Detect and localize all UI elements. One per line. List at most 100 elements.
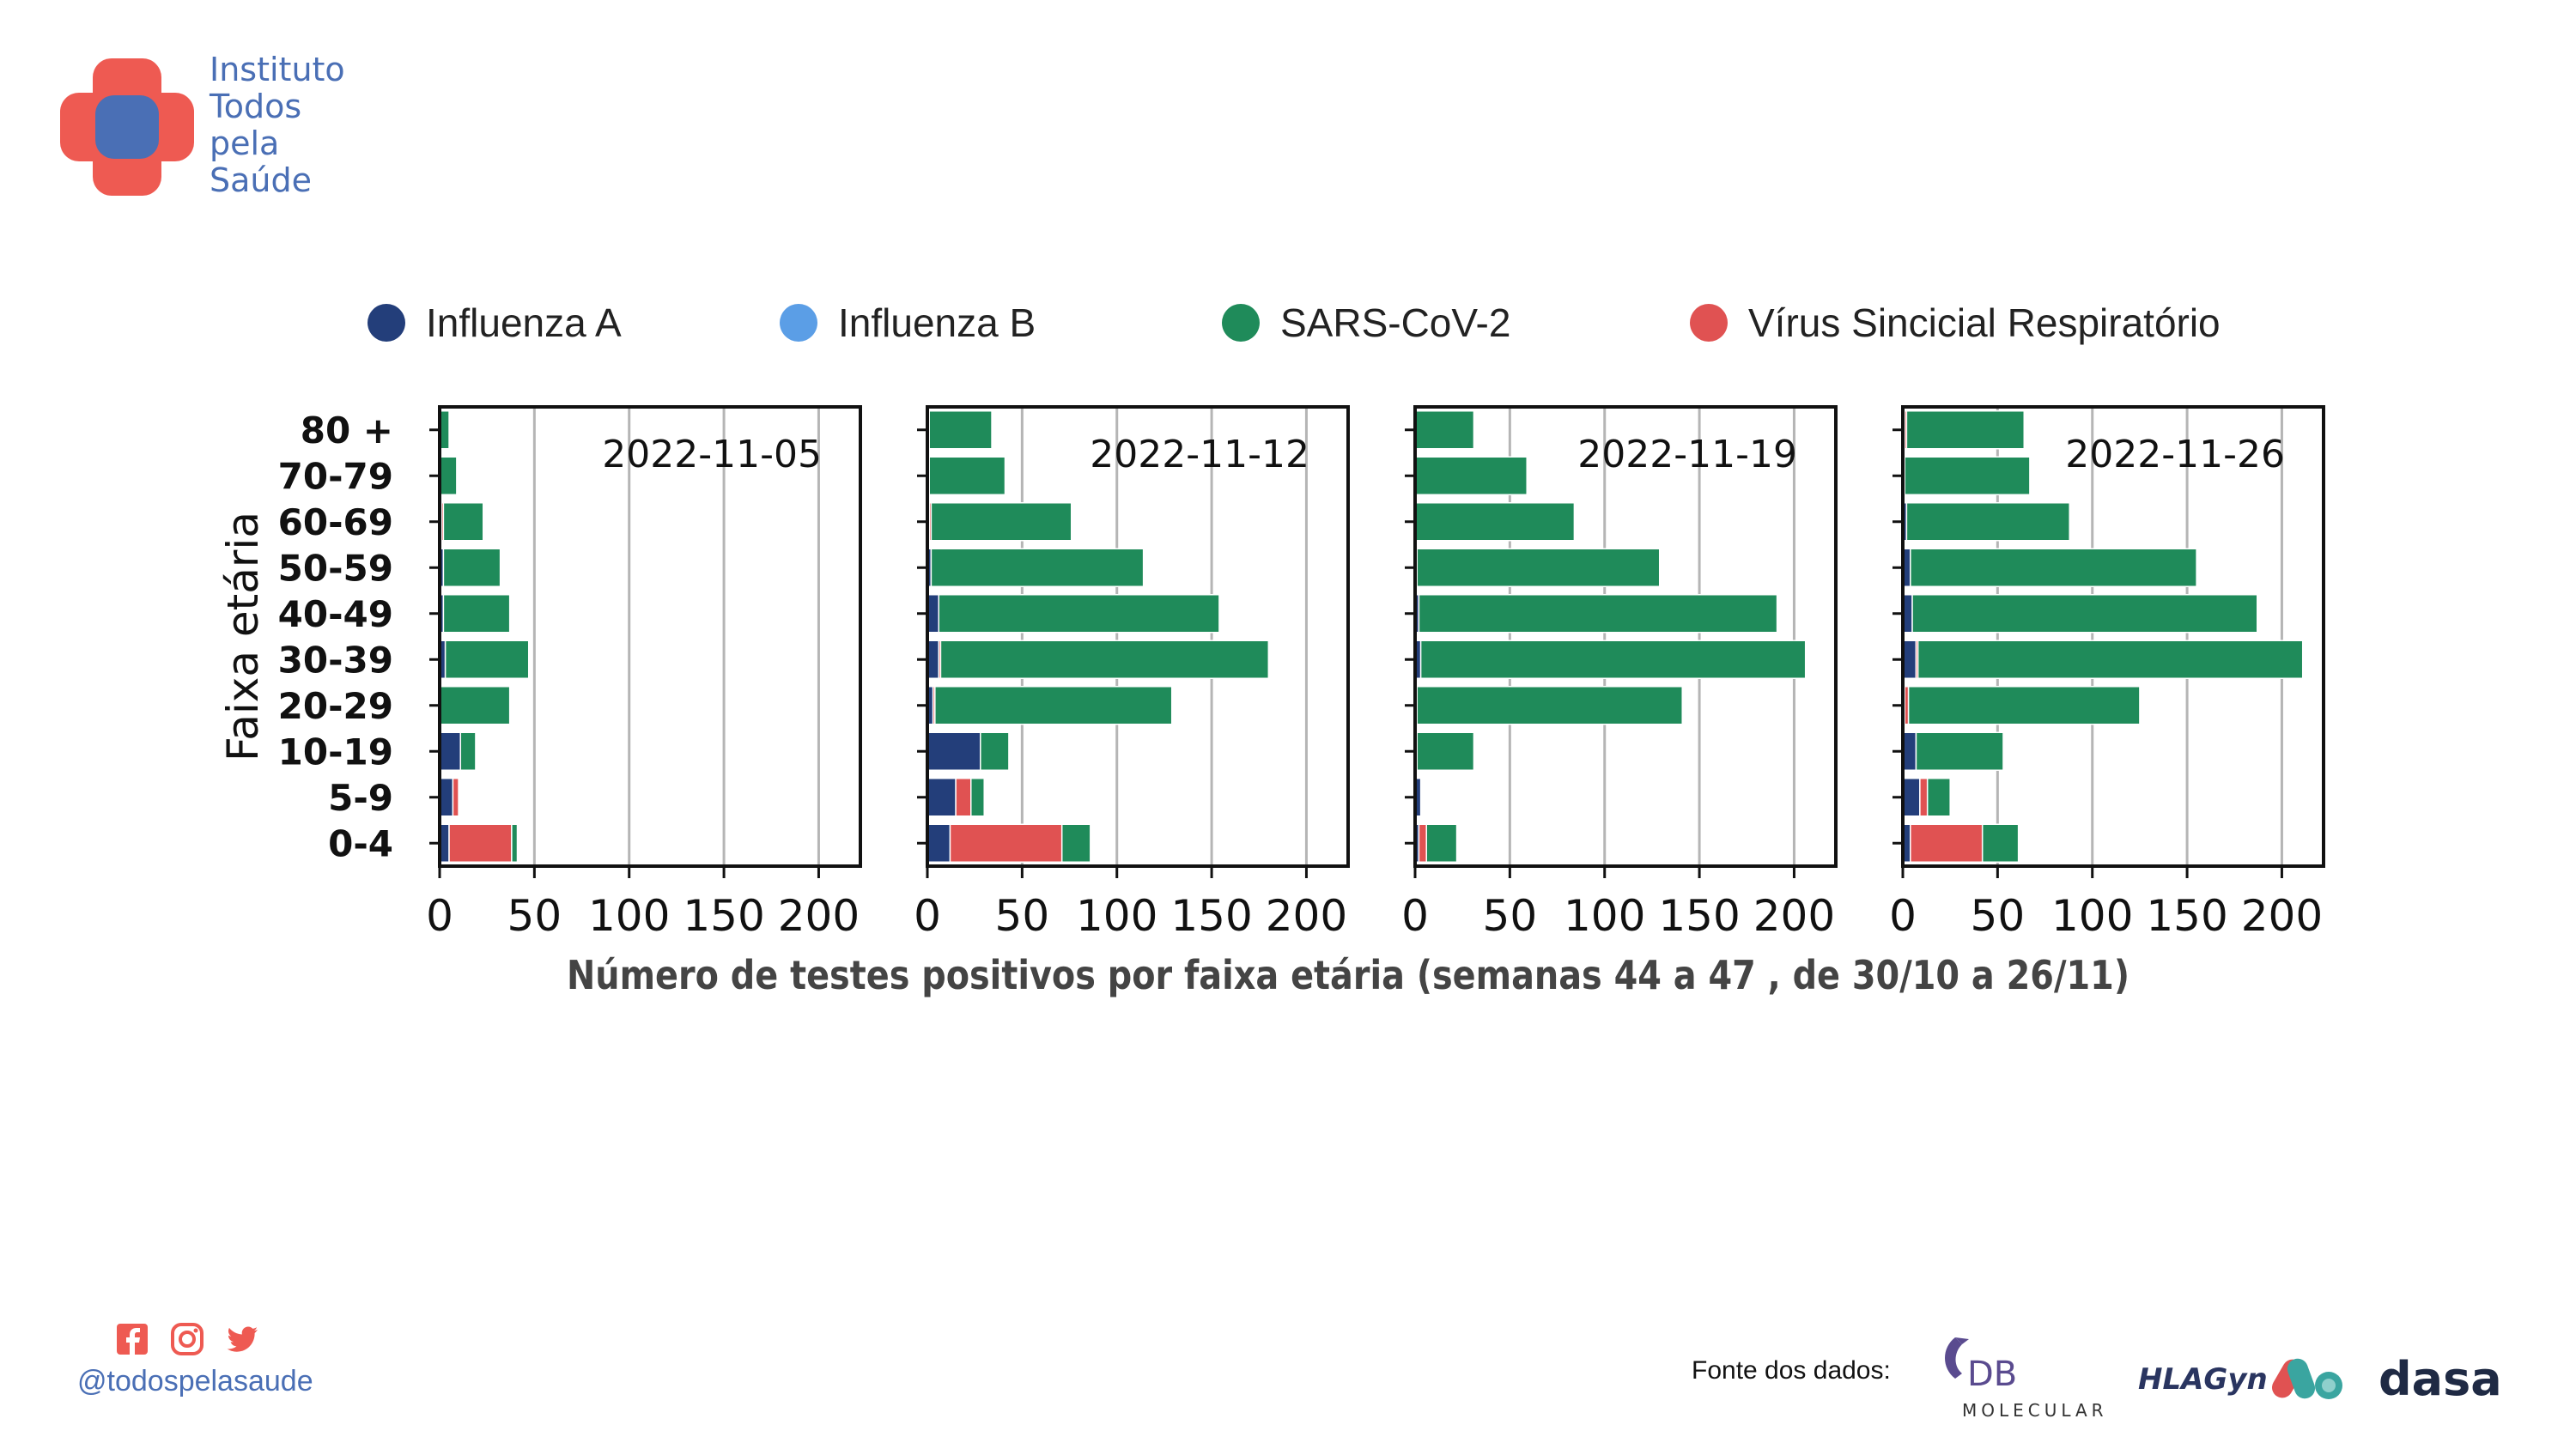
bar-segment bbox=[1910, 823, 1984, 863]
bar-segment bbox=[1060, 823, 1091, 863]
x-tick-label: 100 bbox=[588, 891, 670, 941]
bar-segment bbox=[934, 686, 1173, 725]
bar-segment bbox=[442, 502, 484, 542]
bar-segment bbox=[1911, 594, 2258, 634]
db-molecular-logo: DB MOLECULAR bbox=[1945, 1337, 2104, 1421]
bar-segment bbox=[1416, 548, 1661, 587]
logo-line: Instituto bbox=[210, 51, 345, 88]
legend-label: Vírus Sincicial Respiratório bbox=[1748, 300, 2221, 345]
legend-label: Influenza A bbox=[426, 300, 622, 345]
bar-segment bbox=[928, 456, 1006, 495]
x-tick-label: 200 bbox=[1753, 891, 1835, 941]
legend-marker bbox=[780, 304, 817, 342]
legend-label: SARS-CoV-2 bbox=[1280, 300, 1510, 345]
legend-marker bbox=[1222, 304, 1260, 342]
bar-segment bbox=[930, 548, 1145, 587]
bar-segment bbox=[927, 823, 951, 863]
x-tick-label: 150 bbox=[2146, 891, 2227, 941]
y-tick-label: 30-39 bbox=[278, 639, 393, 681]
bar-segment bbox=[444, 640, 530, 679]
bar-segment bbox=[439, 778, 454, 817]
bar-segment bbox=[452, 778, 459, 817]
bar-segment bbox=[1425, 823, 1458, 863]
bar-segment bbox=[1905, 502, 2070, 542]
bar-segment bbox=[1910, 548, 2197, 587]
bar-segment bbox=[1419, 640, 1807, 679]
y-tick-label: 10-19 bbox=[278, 731, 393, 773]
panel-frame bbox=[1413, 405, 1838, 868]
x-axis-label: Número de testes positivos por faixa etá… bbox=[567, 952, 2129, 998]
panel-frame bbox=[926, 405, 1350, 868]
logo-line: Todos bbox=[210, 88, 302, 125]
instagram-icon[interactable] bbox=[170, 1322, 204, 1356]
bar-segment bbox=[1904, 456, 2031, 495]
instituto-logo-text: Instituto Todos pela Saúde bbox=[210, 52, 345, 199]
bar-segment bbox=[1915, 731, 2004, 771]
panel-date-title: 2022-11-12 bbox=[1090, 433, 1309, 476]
x-tick-label: 150 bbox=[1170, 891, 1252, 941]
x-tick-label: 200 bbox=[2241, 891, 2323, 941]
bar-segment bbox=[442, 594, 511, 634]
bar-segment bbox=[970, 778, 985, 817]
y-tick-label: 40-49 bbox=[278, 593, 393, 635]
bar-segment bbox=[930, 502, 1072, 542]
x-tick-label: 150 bbox=[1658, 891, 1740, 941]
hlagyn-logo: HLAGyn bbox=[2138, 1358, 2342, 1399]
y-tick-label: 70-79 bbox=[278, 455, 393, 497]
x-tick-label: 150 bbox=[683, 891, 764, 941]
x-tick-label: 200 bbox=[778, 891, 860, 941]
logo-line: pela bbox=[210, 124, 280, 162]
bar-segment bbox=[1418, 594, 1778, 634]
bar-segment bbox=[442, 548, 501, 587]
bar-segment bbox=[1418, 823, 1427, 863]
panel-date-title: 2022-11-26 bbox=[2065, 433, 2285, 476]
legend-marker bbox=[1690, 304, 1728, 342]
bar-segment bbox=[1416, 731, 1475, 771]
x-tick-label: 50 bbox=[995, 891, 1050, 941]
bar-segment bbox=[927, 778, 957, 817]
bar-segment bbox=[511, 823, 519, 863]
bar-segment bbox=[1905, 410, 2026, 450]
bar-segment bbox=[439, 731, 462, 771]
x-tick-label: 100 bbox=[2051, 891, 2133, 941]
bar-segment bbox=[459, 731, 477, 771]
bar-segment bbox=[448, 823, 513, 863]
bar-segment bbox=[927, 731, 981, 771]
bar-segment bbox=[1981, 823, 2020, 863]
y-axis-label: Faixa etária bbox=[218, 512, 268, 761]
y-tick-label: 20-29 bbox=[278, 685, 393, 727]
y-tick-label: 0-4 bbox=[328, 822, 393, 864]
bar-segment bbox=[939, 640, 1270, 679]
dasa-logo: dasa bbox=[2379, 1352, 2502, 1406]
legend-label: Influenza B bbox=[838, 300, 1036, 345]
bar-segment bbox=[1902, 731, 1917, 771]
panel-date-title: 2022-11-05 bbox=[602, 433, 822, 476]
bar-segment bbox=[980, 731, 1010, 771]
bar-segment bbox=[1902, 778, 1921, 817]
svg-text:dasa: dasa bbox=[2379, 1352, 2502, 1406]
twitter-icon[interactable] bbox=[225, 1322, 259, 1356]
bar-segment bbox=[955, 778, 972, 817]
facebook-icon[interactable] bbox=[115, 1322, 149, 1356]
bar-segment bbox=[938, 594, 1220, 634]
bar-segment bbox=[439, 456, 458, 495]
bar-segment bbox=[1414, 456, 1528, 495]
x-tick-label: 0 bbox=[1889, 891, 1917, 941]
bar-segment bbox=[1414, 410, 1475, 450]
bar-segment bbox=[1926, 778, 1951, 817]
bar-segment bbox=[1917, 640, 2304, 679]
y-tick-label: 5-9 bbox=[328, 777, 393, 819]
age-group-chart: Influenza A Influenza B SARS-CoV-2 Vírus Si… bbox=[218, 300, 2325, 998]
y-tick-label: 50-59 bbox=[278, 547, 393, 589]
bar-segment bbox=[1902, 640, 1917, 679]
panel-frame bbox=[438, 405, 862, 868]
logo-line: Saúde bbox=[210, 161, 312, 199]
bar-segment bbox=[928, 410, 993, 450]
instituto-logo-mark bbox=[60, 58, 194, 196]
x-tick-label: 200 bbox=[1266, 891, 1347, 941]
social-handle[interactable]: @todospelasaude bbox=[77, 1365, 313, 1397]
bar-segment bbox=[1907, 686, 2141, 725]
social-footer: @todospelasaude bbox=[77, 1322, 335, 1398]
svg-text:DB: DB bbox=[1967, 1355, 2017, 1394]
panel-date-title: 2022-11-19 bbox=[1577, 433, 1797, 476]
